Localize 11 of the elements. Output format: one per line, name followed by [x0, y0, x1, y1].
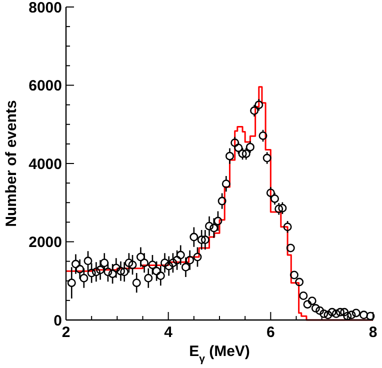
- x-tick-label: 6: [266, 324, 275, 341]
- x-tick-label: 2: [62, 324, 70, 341]
- x-tick-label: 8: [368, 324, 378, 341]
- x-tick-label: 4: [164, 324, 174, 341]
- y-tick-label: 0: [54, 312, 62, 330]
- y-tick-label: 4000: [28, 156, 62, 173]
- y-tick-label: 6000: [28, 78, 62, 94]
- y-tick-label: 2000: [28, 234, 62, 251]
- x-axis-title: E$_{γ}$ (MeV): [189, 343, 250, 365]
- y-axis-title: Number of events: [3, 100, 20, 227]
- y-tick-label: 8000: [28, 0, 62, 16]
